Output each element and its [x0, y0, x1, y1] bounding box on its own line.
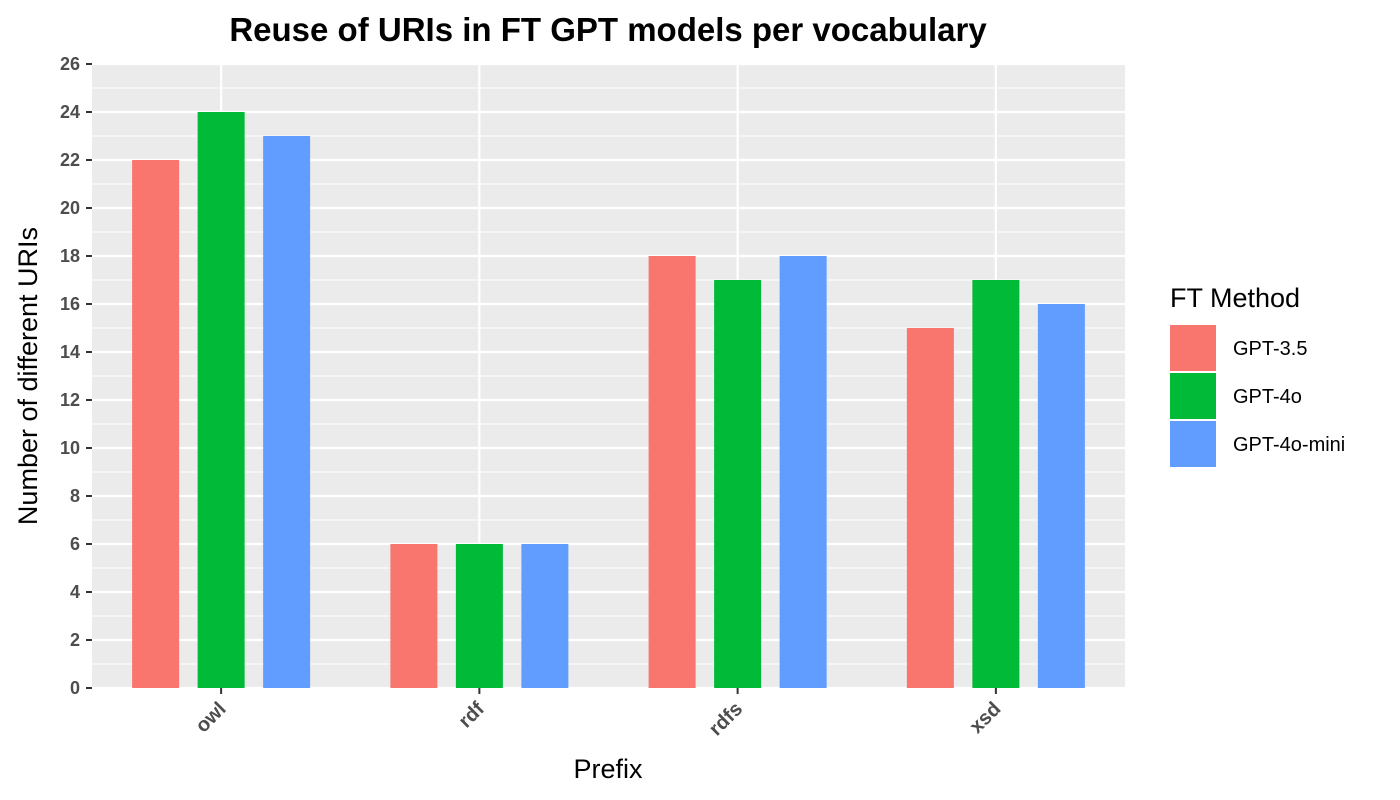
x-tick-label: xsd: [965, 698, 1005, 738]
y-axis-title: Number of different URIs: [13, 227, 43, 525]
y-tick-label: 2: [70, 630, 80, 650]
bar: [779, 256, 827, 688]
bar: [521, 544, 569, 688]
legend-label: GPT-4o-mini: [1233, 434, 1345, 456]
y-tick-label: 6: [70, 534, 80, 554]
legend-key: [1170, 325, 1216, 371]
legend-key: [1170, 421, 1216, 467]
bar: [132, 160, 180, 688]
y-tick-label: 18: [60, 246, 80, 266]
bar: [197, 112, 245, 688]
x-tick-label: owl: [192, 698, 231, 737]
bar: [1037, 304, 1085, 688]
bar: [714, 280, 762, 688]
y-tick-label: 14: [60, 342, 80, 362]
x-axis: owl rdf rdfs xsd: [192, 688, 1005, 740]
bar: [972, 280, 1020, 688]
legend-label: GPT-4o: [1233, 386, 1302, 408]
legend: FT Method GPT-3.5 GPT-4o GPT-4o-mini: [1170, 283, 1345, 467]
y-tick-label: 20: [60, 198, 80, 218]
plot-panel: [92, 62, 1125, 690]
chart-title: Reuse of URIs in FT GPT models per vocab…: [229, 11, 987, 48]
y-tick-label: 12: [60, 390, 80, 410]
x-tick-label: rdfs: [705, 698, 747, 740]
bars: [132, 112, 1085, 688]
legend-label: GPT-3.5: [1233, 338, 1307, 360]
bar: [455, 544, 503, 688]
y-tick-label: 8: [70, 486, 80, 506]
y-tick-label: 24: [60, 102, 80, 122]
y-tick-label: 0: [70, 678, 80, 698]
y-tick-label: 16: [60, 294, 80, 314]
bar: [390, 544, 438, 688]
bar: [648, 256, 696, 688]
y-tick-label: 10: [60, 438, 80, 458]
legend-key: [1170, 373, 1216, 419]
y-tick-label: 22: [60, 150, 80, 170]
y-tick-label: 26: [60, 54, 80, 74]
x-tick-label: rdf: [454, 698, 489, 733]
bar: [906, 328, 954, 688]
bar: [263, 136, 311, 688]
x-axis-title: Prefix: [573, 754, 643, 784]
y-tick-label: 4: [70, 582, 80, 602]
legend-title: FT Method: [1170, 283, 1300, 313]
